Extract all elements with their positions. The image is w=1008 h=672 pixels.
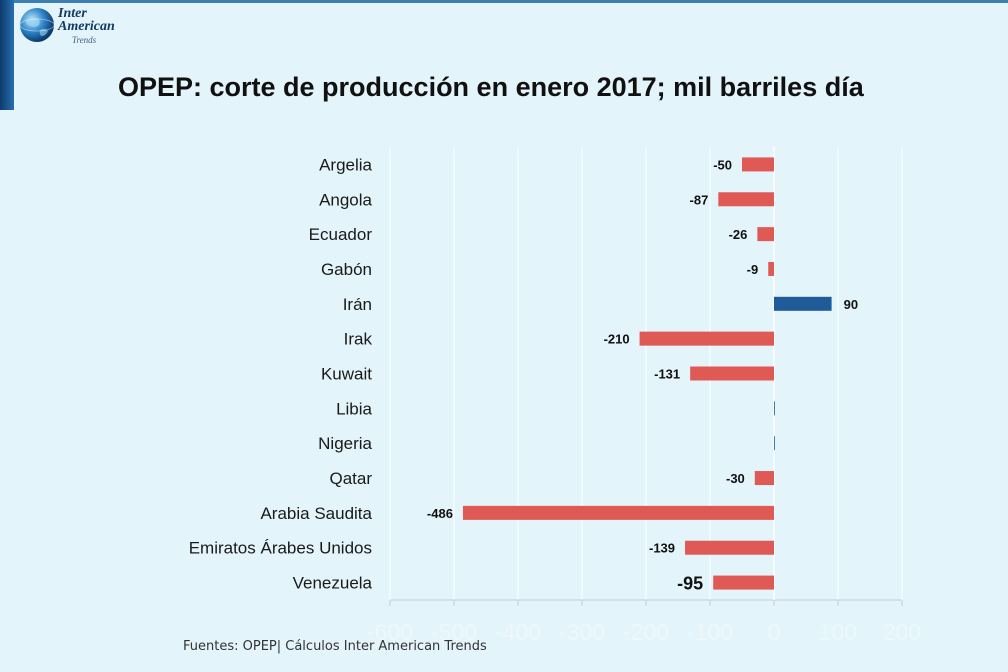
data-label-6: -131: [654, 367, 680, 382]
left-accent-bar: [0, 0, 14, 110]
bar-12: [713, 575, 774, 590]
x-tick-label-1: -500: [431, 619, 477, 645]
bar-5: [639, 331, 774, 346]
category-label-0: Argelia: [319, 155, 372, 174]
category-label-9: Qatar: [329, 469, 372, 488]
category-label-5: Irak: [344, 330, 373, 349]
logo-text-line2: American: [58, 19, 115, 34]
data-label-0: -50: [713, 157, 732, 172]
category-label-6: Kuwait: [321, 365, 372, 384]
x-tick-label-3: -300: [559, 619, 605, 645]
bar-8: [774, 436, 775, 451]
data-label-4: 90: [844, 297, 858, 312]
chart-title: OPEP: corte de producción en enero 2017;…: [118, 72, 864, 102]
top-accent-line: [0, 0, 1008, 3]
data-label-12: -95: [677, 574, 703, 594]
bar-4: [774, 296, 832, 311]
category-label-8: Nigeria: [318, 434, 372, 453]
inter-american-trends-logo: Inter American Trends: [16, 4, 136, 48]
x-tick-label-5: -100: [687, 619, 733, 645]
x-tick-label-2: -400: [495, 619, 541, 645]
x-tick-label-6: 0: [768, 619, 781, 645]
data-label-11: -139: [649, 541, 675, 556]
bar-1: [718, 192, 774, 207]
category-label-2: Ecuador: [309, 225, 373, 244]
data-label-3: -9: [747, 262, 759, 277]
bar-11: [685, 540, 774, 555]
category-label-7: Libia: [336, 399, 372, 418]
bar-3: [768, 261, 774, 276]
x-tick-label-0: -600: [367, 619, 413, 645]
data-label-10: -486: [427, 506, 453, 521]
data-label-9: -30: [726, 471, 745, 486]
category-label-4: Irán: [343, 295, 372, 314]
category-label-1: Angola: [319, 190, 372, 209]
data-label-5: -210: [604, 332, 630, 347]
category-label-11: Emiratos Árabes Unidos: [189, 539, 372, 558]
logo-text-line3: Trends: [72, 35, 97, 45]
bar-9: [754, 471, 774, 486]
bar-2: [757, 227, 774, 242]
category-label-3: Gabón: [321, 260, 372, 279]
logo-text-line1: Inter: [58, 6, 87, 21]
x-tick-label-7: 100: [819, 619, 857, 645]
x-tick-label-4: -200: [623, 619, 669, 645]
category-label-12: Venezuela: [293, 574, 373, 593]
bar-0: [742, 157, 774, 172]
source-note: Fuentes: OPEP| Cálculos Inter American T…: [183, 639, 487, 654]
bar-6: [690, 366, 774, 381]
category-label-10: Arabia Saudita: [260, 504, 372, 523]
bar-10: [462, 505, 774, 520]
globe-icon: [19, 8, 55, 42]
data-label-1: -87: [690, 192, 709, 207]
data-label-2: -26: [729, 227, 748, 242]
x-tick-label-8: 200: [883, 619, 921, 645]
bar-7: [774, 401, 775, 416]
